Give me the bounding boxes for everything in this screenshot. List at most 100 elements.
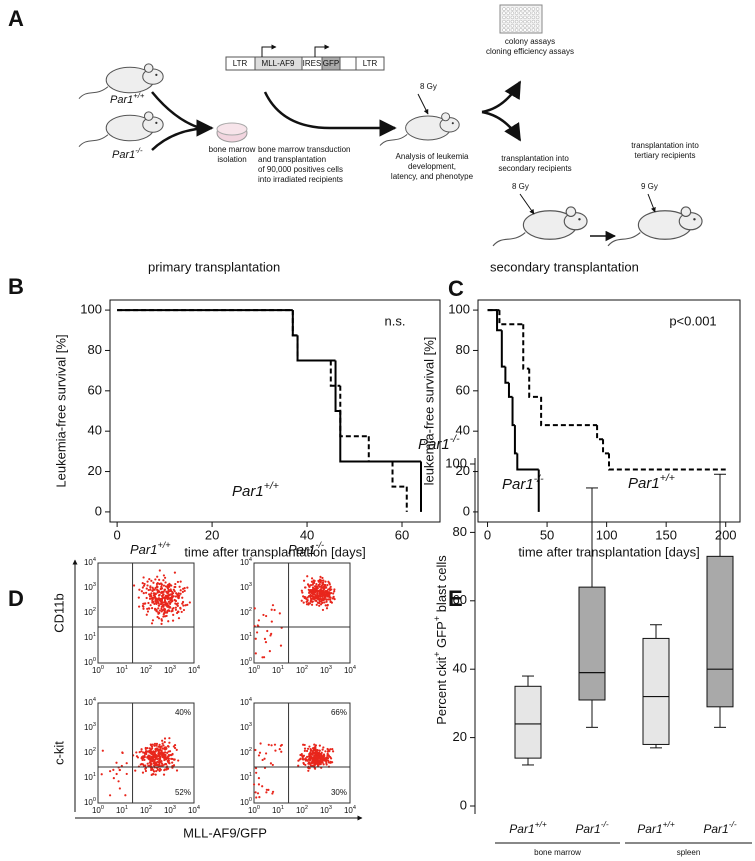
event-dot	[137, 596, 140, 599]
text-part: 10	[116, 666, 125, 675]
well	[514, 24, 519, 28]
well	[531, 7, 536, 11]
petri-dish-rim	[216, 122, 248, 136]
well	[523, 19, 527, 24]
event-dot	[179, 607, 182, 610]
event-dot	[160, 762, 164, 765]
well	[510, 7, 515, 11]
radiation-arrow	[417, 93, 429, 115]
mouse-tail	[607, 232, 641, 247]
well	[523, 15, 527, 20]
well	[523, 24, 527, 28]
event-dot	[328, 583, 331, 586]
mouse-ear	[680, 206, 692, 218]
event-dot	[142, 584, 146, 587]
event-dot	[311, 586, 315, 589]
well	[510, 28, 515, 32]
event-dot	[144, 769, 148, 773]
arrow	[263, 91, 397, 137]
superscript: 2	[149, 805, 152, 811]
label: 8 Gy	[512, 182, 529, 191]
label: secondary recipients	[498, 164, 571, 173]
superscript: 3	[93, 722, 96, 728]
label: into irradiated recipients	[258, 175, 343, 184]
event-dot	[164, 746, 167, 749]
event-dot	[155, 602, 158, 605]
label: D	[8, 586, 24, 611]
flow-plot-frame	[253, 702, 351, 804]
event-dot	[148, 578, 151, 581]
event-dot	[132, 584, 136, 587]
event-dot	[145, 751, 148, 754]
event-dot	[150, 622, 154, 625]
y-tick-label: 100	[84, 657, 96, 667]
event-dot	[158, 753, 161, 756]
text-part: 10	[296, 806, 305, 815]
superscript: 0	[93, 797, 96, 803]
event-dot	[254, 748, 257, 752]
event-dot	[112, 768, 115, 772]
event-dot	[155, 769, 158, 773]
event-dot	[163, 588, 167, 591]
genotype-label: Par1-/-	[288, 540, 324, 557]
event-dot	[309, 764, 312, 767]
event-dot	[174, 599, 178, 603]
event-dot	[177, 617, 181, 620]
event-dot	[159, 600, 163, 603]
text-part: 10	[84, 558, 93, 567]
event-dot	[155, 744, 158, 747]
event-dot	[170, 598, 173, 601]
label: 60	[395, 527, 409, 542]
event-dot	[162, 584, 166, 587]
label: tertiary recipients	[635, 151, 696, 160]
event-dot	[141, 586, 144, 589]
event-dot	[155, 610, 158, 613]
event-dot	[297, 764, 300, 767]
event-dot	[321, 608, 325, 612]
event-dot	[301, 591, 304, 594]
text-part: 10	[92, 806, 101, 815]
label: time after transplantation [days]	[518, 544, 699, 559]
event-dot	[183, 587, 186, 590]
event-dot	[313, 591, 317, 594]
event-dot	[318, 604, 321, 607]
text-part: 10	[240, 608, 249, 617]
event-dot	[255, 796, 258, 799]
event-dot	[146, 746, 149, 750]
event-dot	[278, 612, 281, 615]
event-dot	[320, 584, 323, 588]
event-dot	[325, 607, 329, 610]
event-dot	[319, 754, 322, 757]
arrow	[151, 119, 214, 151]
event-dot	[320, 598, 324, 601]
survival-step	[296, 335, 331, 362]
label: 52%	[175, 788, 191, 797]
well	[535, 24, 540, 28]
event-dot	[270, 620, 273, 623]
event-dot	[326, 595, 329, 598]
event-dot	[150, 773, 153, 777]
event-dot	[153, 595, 156, 598]
event-dot	[323, 601, 326, 604]
y-tick-label: 101	[240, 632, 252, 642]
text-part: 10	[272, 666, 281, 675]
promoter-arrow	[261, 44, 277, 57]
plot-frame	[477, 299, 741, 523]
superscript: 4	[93, 697, 96, 703]
text-part: 10	[240, 558, 249, 567]
event-dot	[145, 587, 148, 590]
superscript: 2	[93, 607, 96, 613]
event-dot	[268, 650, 271, 653]
event-dot	[183, 589, 186, 592]
label: time after transplantation [days]	[184, 544, 365, 559]
flow-plot-frame	[253, 562, 351, 664]
legend-label: Par1+/+	[628, 472, 675, 492]
event-dot	[315, 603, 318, 606]
label: A	[8, 6, 24, 31]
event-dot	[300, 589, 303, 592]
event-dot	[153, 755, 156, 759]
superscript: -/-	[315, 540, 324, 550]
event-dot	[325, 600, 328, 603]
event-dot	[306, 755, 309, 758]
